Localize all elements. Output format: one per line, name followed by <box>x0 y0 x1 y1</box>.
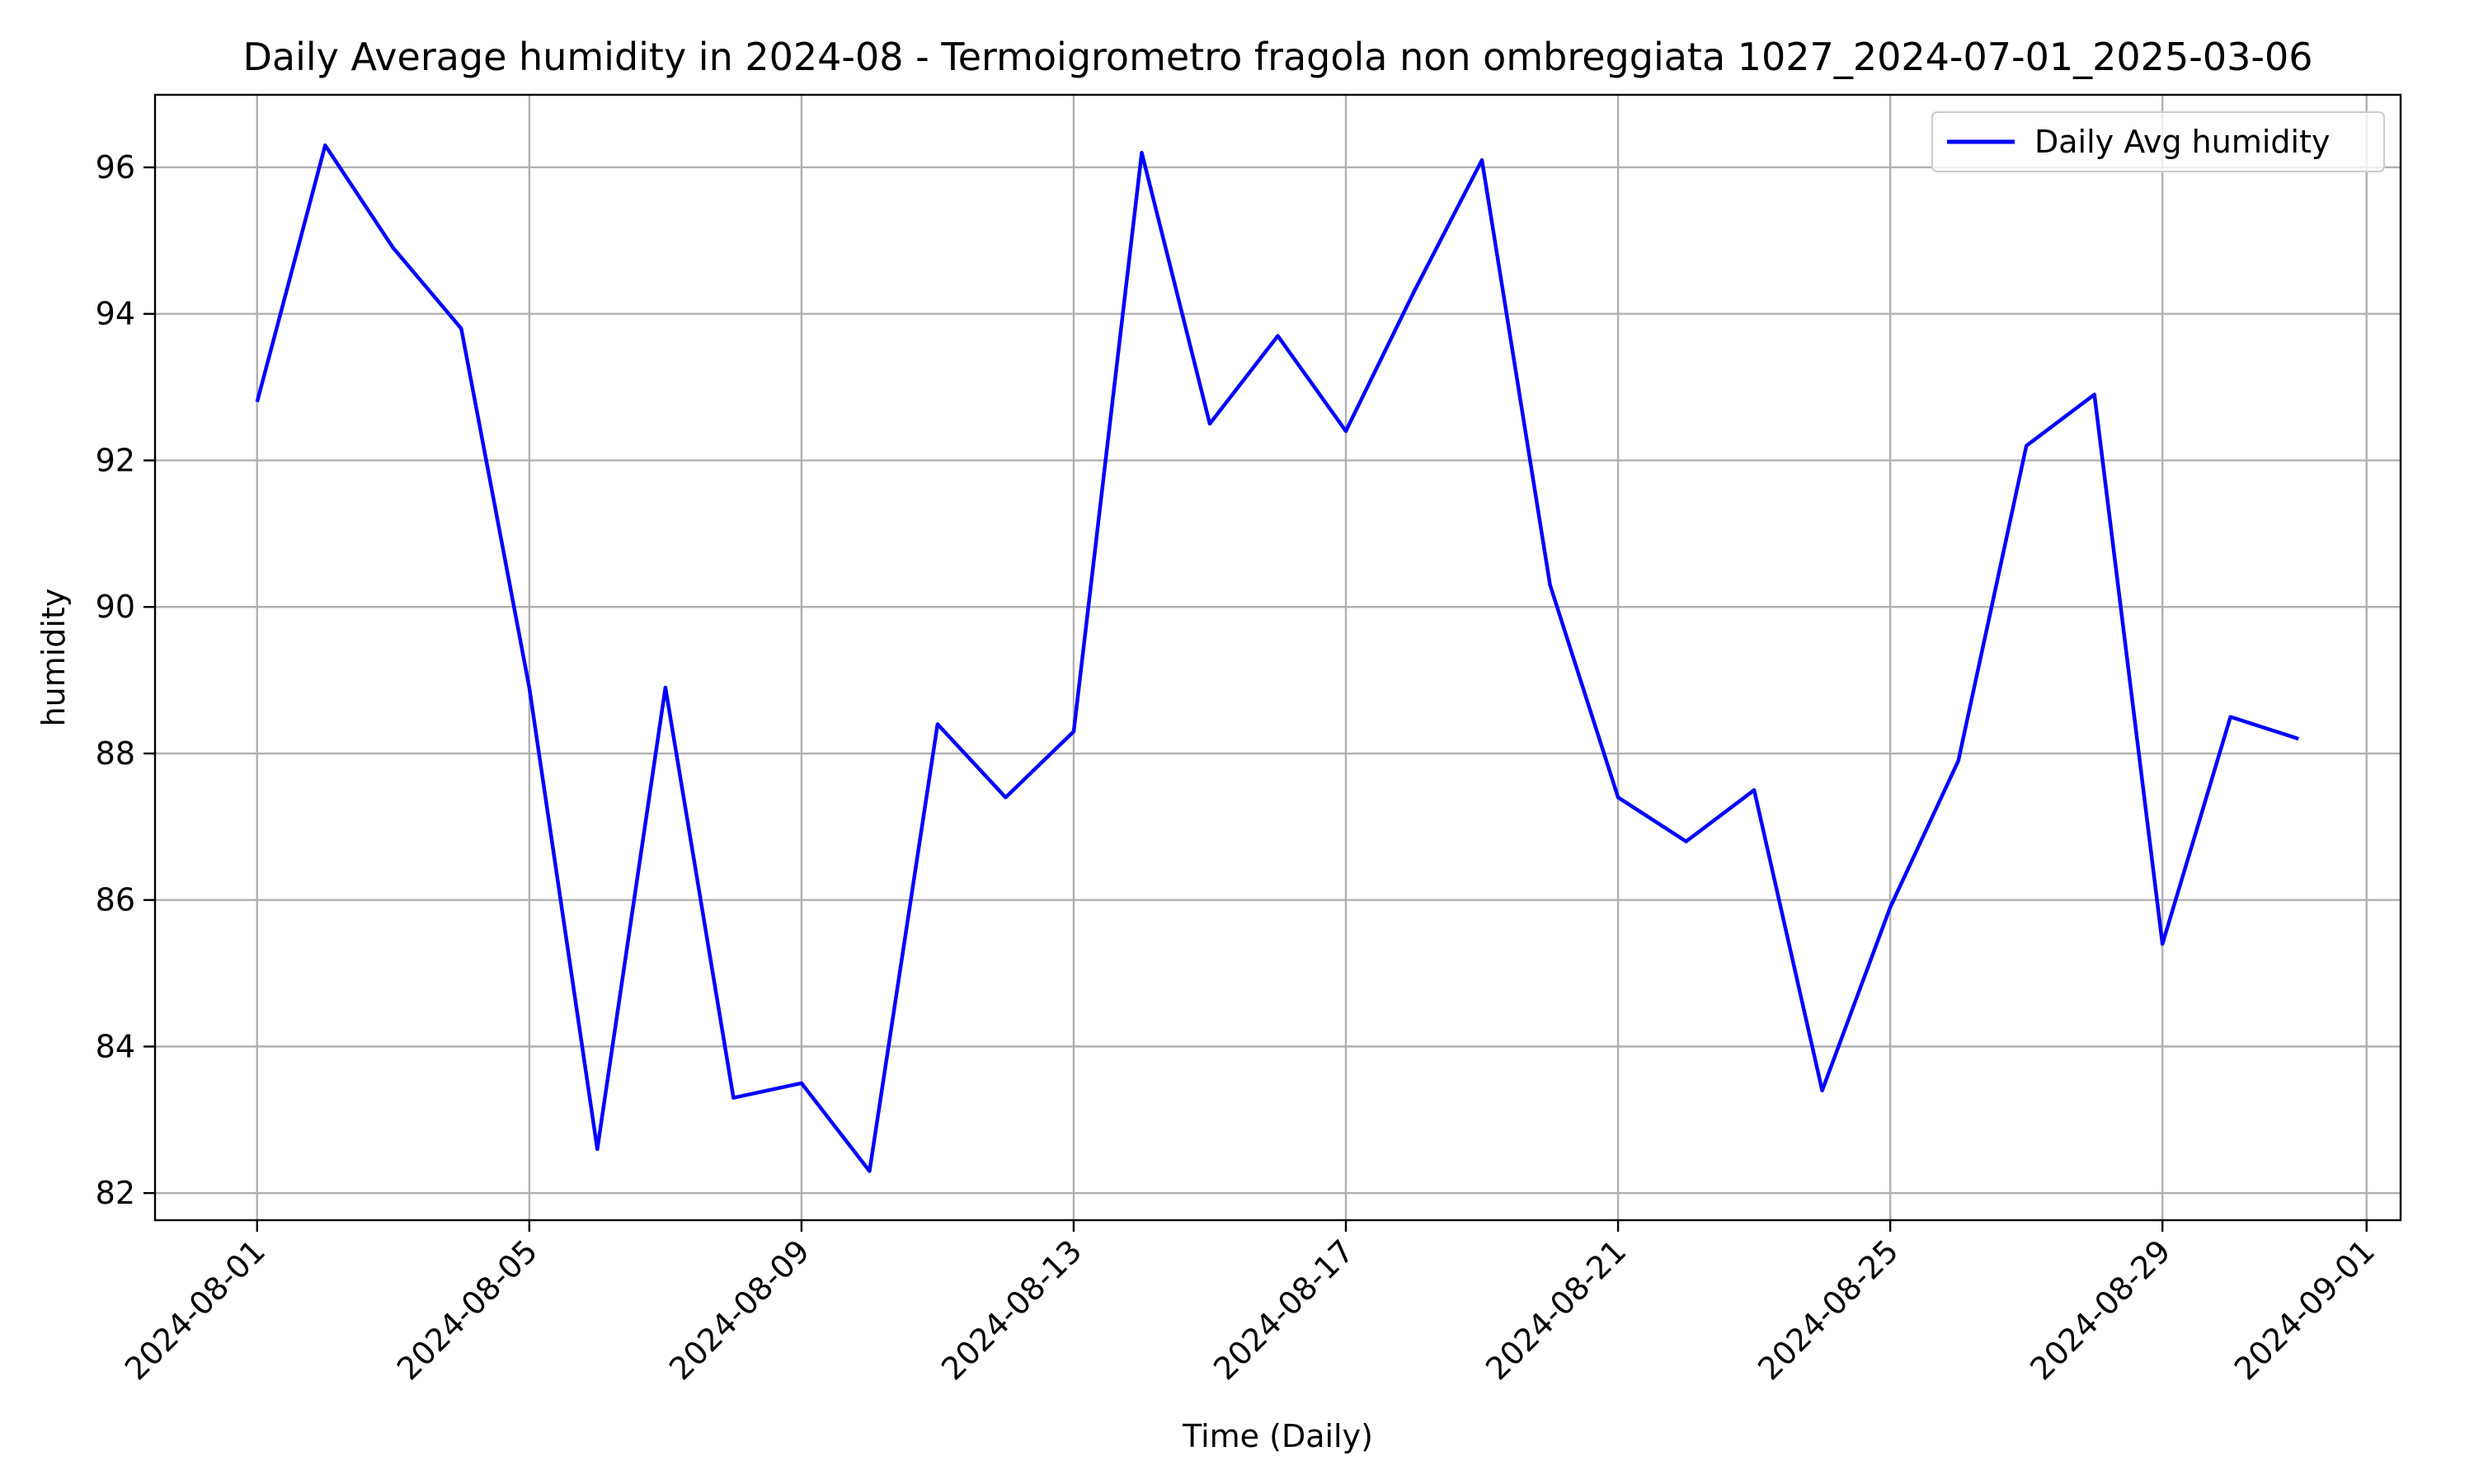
y-tick-label: 96 <box>96 149 135 186</box>
plot-area-frame <box>153 93 2402 1222</box>
legend: Daily Avg humidity <box>1931 111 2385 172</box>
y-tick-label: 94 <box>96 296 135 332</box>
y-tick-label: 92 <box>96 442 135 478</box>
x-axis-label: Time (Daily) <box>1182 1418 1373 1454</box>
y-tick-label: 86 <box>96 882 135 918</box>
y-tick-label: 84 <box>96 1028 135 1064</box>
y-axis-label: humidity <box>35 589 72 727</box>
legend-entry-label: Daily Avg humidity <box>2034 124 2331 160</box>
series-line <box>255 143 2299 1173</box>
chart-title: Daily Average humidity in 2024-08 - Term… <box>243 35 2313 79</box>
y-tick-label: 82 <box>96 1175 135 1211</box>
y-tick-label: 88 <box>96 735 135 772</box>
legend-box <box>1931 111 2385 172</box>
y-tick-label: 90 <box>96 589 135 625</box>
